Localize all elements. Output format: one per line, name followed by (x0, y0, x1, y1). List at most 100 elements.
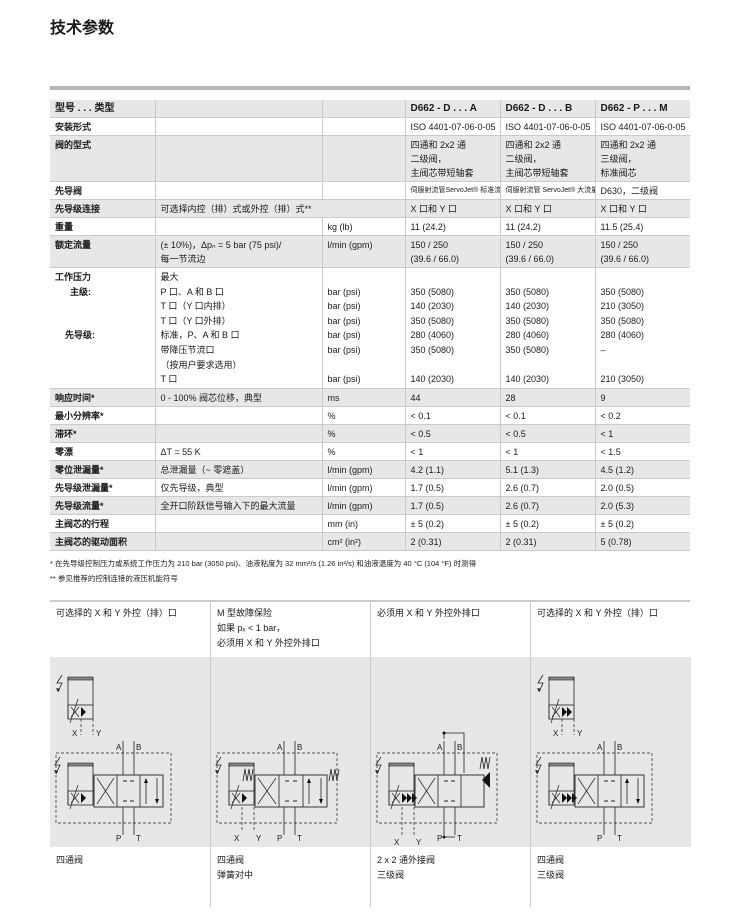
cell-line: 280 (4060) (410, 330, 455, 341)
cell-line: （按用户要求选用） (160, 359, 242, 370)
table-row: 滞环*% < 0.5 < 0.5 < 1 (50, 424, 690, 443)
label-line: 四通阀 (56, 854, 84, 865)
param-name: 工作压力 主级: 先导级: (50, 267, 155, 389)
label-line: 三级阀 (377, 869, 405, 880)
unit (321, 181, 405, 200)
cell-line (411, 358, 496, 373)
label-line: 四通阀 (217, 854, 245, 865)
condition: 仅先导级，典型 (154, 478, 322, 497)
symbol-caption: 可选择的 X 和 Y 外控（排）口 (50, 602, 210, 657)
cell-line: 带降压节流口 (160, 344, 215, 355)
value-d662-d-a: < 0.1 (404, 406, 500, 425)
unit: l/min (gpm) (321, 460, 405, 479)
port-label: T (136, 834, 141, 843)
symbol-column: M 型故障保险 如果 pₓ < 1 bar， 必须用 X 和 Y 外控外排口 A B P… (210, 601, 371, 907)
value-d662-p-m: < 1 (594, 424, 690, 443)
cell-line (601, 358, 687, 373)
condition (154, 406, 322, 425)
value-d662-p-m: 150 / 250 (39.6 / 66.0) (594, 235, 690, 268)
caption-line: 必须用 X 和 Y 外控外排口 (377, 607, 480, 618)
value-d662-d-a: 2 (0.31) (404, 532, 500, 551)
cell-line: T 口 (160, 374, 178, 385)
cell-line: 三级阀， (600, 154, 637, 164)
port-label: P (437, 834, 442, 843)
value-d662-d-a: X 口和 Y 口 (404, 199, 500, 218)
unit: % (321, 406, 405, 425)
cell-line: 210 (3050) (600, 301, 645, 312)
solenoid-icon (375, 756, 382, 774)
value-d662-d-a: 44 (404, 388, 500, 407)
spring-icon (479, 756, 491, 769)
param-name: 最小分辨率* (50, 406, 155, 425)
cell-line (55, 343, 151, 358)
hydraulic-symbol-diagram: X Y A B P T (531, 656, 691, 847)
symbol-label: 四通阀 弹簧对中 (211, 847, 371, 907)
caption-line: 如果 pₓ < 1 bar， (217, 622, 286, 633)
value-d662-d-b: 2.6 (0.7) (499, 478, 595, 497)
value-d662-p-m: 2.0 (5.3) (594, 496, 690, 515)
unit: % (321, 424, 405, 443)
unit (321, 135, 405, 182)
param-name: 主阀芯的行程 (50, 514, 155, 533)
hydraulic-symbol-diagram: A B P T X Y (371, 656, 531, 847)
cell-line: 140 (2030) (410, 374, 455, 385)
value-d662-p-m: D662 - P . . . M (594, 100, 690, 118)
value-d662-d-b: 11 (24.2) (499, 217, 595, 236)
value-d662-d-b: X 口和 Y 口 (499, 199, 595, 218)
label-line: 弹簧对中 (217, 869, 254, 880)
condition (154, 181, 322, 200)
cell-line: (39.6 / 66.0) (410, 254, 460, 264)
value-d662-p-m: 5 (0.78) (594, 532, 690, 551)
port-label: X (394, 838, 400, 847)
symbol-caption: 必须用 X 和 Y 外控外排口 (371, 602, 531, 657)
cell-line: (± 10%)，Δpₙ = 5 bar (75 psi)/ (160, 240, 282, 250)
footnotes: * 在先导级控制压力或系统工作压力为 210 bar (3050 psi)、油液… (50, 556, 690, 586)
spring-icon (242, 768, 254, 781)
cell-line: 主阀芯带短轴套 (410, 168, 474, 178)
table-row: 先导阀 伺服射流管ServoJet® 标准流量 伺服射流管 ServoJet® 大流… (50, 181, 690, 200)
condition (154, 100, 322, 118)
unit: bar (psi) bar (psi) bar (psi) bar (psi) bar … (321, 267, 405, 389)
table-row: 安装形式 ISO 4401-07-06-0-05 ISO 4401-07-06-0-… (50, 117, 690, 136)
value-d662-p-m: D630，二级阀 (594, 181, 690, 200)
port-label: B (297, 743, 302, 752)
condition: 最大 P 口、A 和 B 口 T 口（Y 口内排） T 口（Y 口外排） 标准，P、A … (154, 267, 322, 389)
condition: ΔT = 55 K (154, 442, 322, 461)
cell-line: 四通和 2x2 通 (600, 140, 657, 150)
value-d662-d-a: 4.2 (1.1) (404, 460, 500, 479)
condition (154, 532, 322, 551)
value-d662-d-a: 四通和 2x2 通二级阀， 主阀芯带短轴套 (404, 135, 500, 182)
spring-icon (328, 768, 340, 781)
condition: 全开口阶跃信号输入下的最大流量 (154, 496, 322, 515)
cell-line: 标准，P、A 和 B 口 (160, 330, 240, 341)
cell-line: 280 (4060) (505, 330, 550, 341)
cell-line: 二级阀， (410, 154, 447, 164)
cell-line: 350 (5080) (505, 286, 550, 297)
cell-line (601, 270, 687, 285)
condition: 总泄漏量（~ 零遮盖） (154, 460, 322, 479)
unit (321, 117, 405, 136)
port-label: Y (577, 729, 583, 738)
value-d662-p-m: 2.0 (0.5) (594, 478, 690, 497)
spec-table: 型号 . . . 类型 D662 - D . . . A D662 - D . . … (50, 100, 690, 551)
value-d662-d-a: 150 / 250 (39.6 / 66.0) (404, 235, 500, 268)
table-row: 主阀芯的行程 mm (in) ± 5 (0.2) ± 5 (0.2) ± 5 (0.2) (50, 514, 690, 533)
value-d662-d-a: ± 5 (0.2) (404, 514, 500, 533)
value-d662-d-a: 11 (24.2) (404, 217, 500, 236)
cell-line: 主阀芯带短轴套 (505, 168, 569, 178)
value-d662-d-a: 伺服射流管ServoJet® 标准流量 (404, 181, 500, 200)
label-line: 2 x 2 通外接阀 (377, 854, 436, 865)
cell-line: 350 (5080) (410, 344, 455, 355)
table-row: 阀的型式 四通和 2x2 通二级阀， 主阀芯带短轴套 四通和 2x2 通二级阀， 主阀芯… (50, 135, 690, 182)
cell-line (328, 270, 401, 285)
cell-line (506, 270, 591, 285)
cell-line: 350 (5080) (600, 286, 645, 297)
symbol-caption: M 型故障保险 如果 pₓ < 1 bar， 必须用 X 和 Y 外控外排口 (211, 602, 371, 657)
port-label: Y (256, 834, 262, 843)
unit: l/min (gpm) (321, 496, 405, 515)
unit: l/min (gpm) (321, 478, 405, 497)
value-d662-p-m: 350 (5080) 210 (3050) 350 (5080) 280 (4060)… (594, 267, 690, 389)
solenoid-icon (537, 674, 544, 692)
